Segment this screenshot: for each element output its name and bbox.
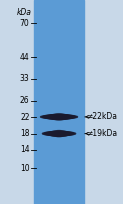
Ellipse shape [51, 131, 67, 136]
Ellipse shape [46, 114, 72, 119]
Text: ≠19kDa: ≠19kDa [86, 129, 117, 138]
Ellipse shape [47, 131, 71, 136]
Ellipse shape [54, 130, 64, 137]
Ellipse shape [44, 114, 74, 119]
Text: 33: 33 [20, 74, 30, 83]
Ellipse shape [41, 115, 77, 119]
Ellipse shape [48, 114, 70, 120]
Text: 26: 26 [20, 96, 30, 105]
Ellipse shape [44, 131, 74, 136]
Text: ≠22kDa: ≠22kDa [86, 112, 117, 121]
Ellipse shape [54, 114, 65, 120]
Text: kDa: kDa [17, 8, 32, 17]
Ellipse shape [50, 114, 68, 120]
Text: 22: 22 [20, 113, 30, 122]
Text: 10: 10 [20, 164, 30, 173]
Ellipse shape [49, 131, 69, 136]
Text: 44: 44 [20, 53, 30, 62]
Text: 18: 18 [20, 129, 30, 138]
Ellipse shape [52, 131, 66, 137]
Ellipse shape [52, 114, 66, 120]
Ellipse shape [42, 132, 76, 136]
Bar [34, 0, 84, 204]
Text: 70: 70 [20, 19, 30, 28]
Ellipse shape [42, 115, 76, 119]
Text: 14: 14 [20, 145, 30, 154]
Ellipse shape [46, 131, 72, 136]
